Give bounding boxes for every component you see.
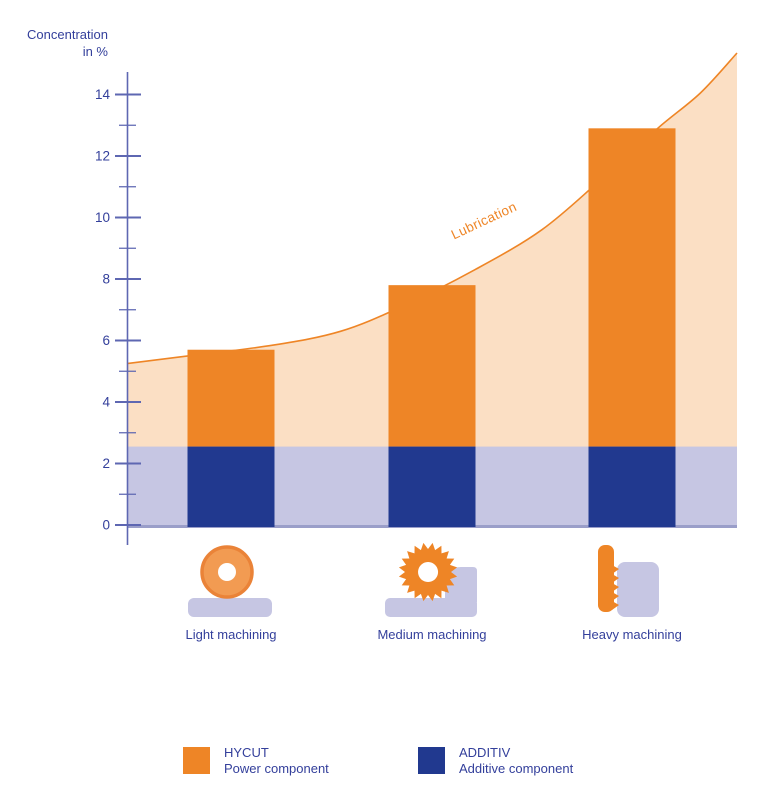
y-tick-label-6: 6: [102, 333, 110, 348]
broaching-tool-icon: [598, 545, 659, 617]
legend-hycut-desc: Power component: [224, 760, 329, 776]
concentration-plot: 0 2 4 6 8 10 12 14: [95, 52, 738, 545]
y-tick-label-0: 0: [102, 518, 110, 533]
bar-additiv-2: [588, 446, 676, 527]
legend: HYCUT Power component ADDITIV Additive c…: [0, 745, 768, 785]
bar-additiv-0: [187, 446, 275, 527]
legend-item-hycut: HYCUT Power component: [183, 745, 329, 776]
legend-additiv-title: ADDITIV: [459, 745, 511, 760]
bar-additiv-1: [388, 446, 476, 527]
legend-item-additiv: ADDITIV Additive component: [418, 745, 573, 776]
category-label-medium: Medium machining: [377, 627, 487, 642]
y-tick-label-4: 4: [102, 395, 110, 410]
legend-hycut-title: HYCUT: [224, 745, 269, 760]
additiv-swatch: [418, 747, 445, 774]
y-tick-label-8: 8: [102, 272, 110, 287]
chart-title-line2: in %: [82, 44, 108, 59]
y-tick-label-14: 14: [95, 87, 111, 102]
saw-blade-icon: [385, 542, 477, 617]
chart-title-line1: Concentration: [27, 27, 108, 42]
hycut-swatch: [183, 747, 210, 774]
category-label-light: Light machining: [185, 627, 277, 642]
bar-hycut-0: [187, 349, 275, 447]
legend-additiv-desc: Additive component: [459, 760, 574, 776]
bar-hycut-2: [588, 128, 676, 447]
y-tick-label-2: 2: [102, 456, 110, 471]
y-tick-label-10: 10: [95, 210, 110, 225]
lubrication-curve: [126, 52, 738, 365]
grinding-wheel-icon: [188, 545, 272, 617]
bar-hycut-1: [388, 285, 476, 447]
chart-title: Concentration in %: [20, 26, 108, 60]
y-tick-label-12: 12: [95, 149, 110, 164]
category-label-heavy: Heavy machining: [582, 627, 682, 642]
lubrication-area: [127, 53, 737, 525]
